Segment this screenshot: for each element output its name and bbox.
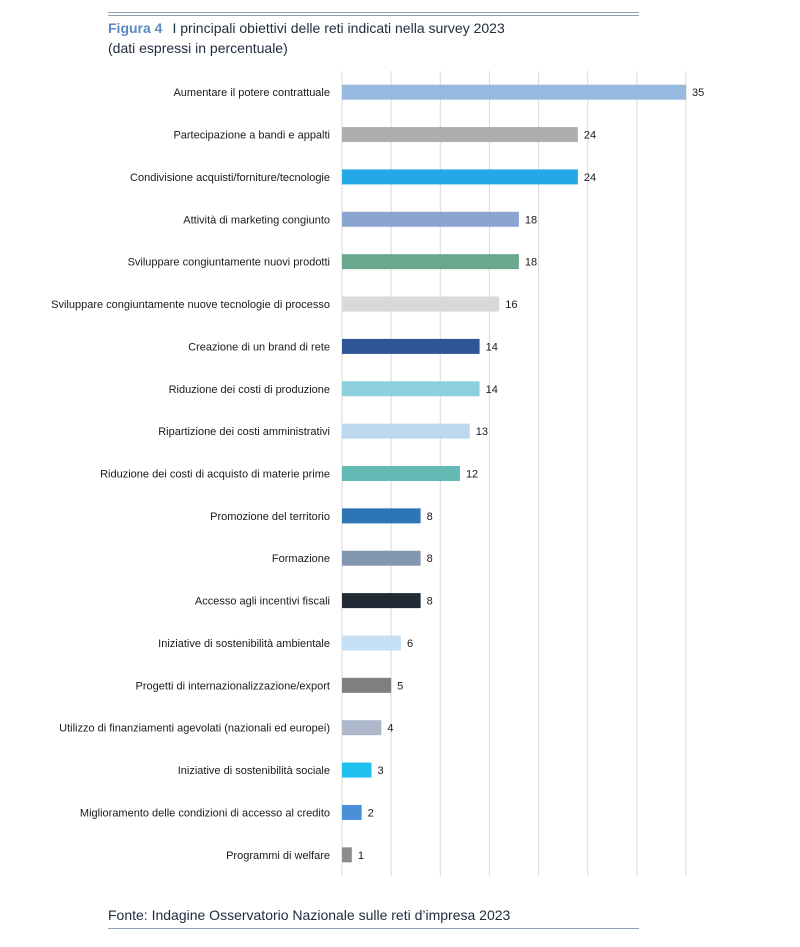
value-label: 14 (486, 341, 498, 353)
value-label: 13 (476, 426, 488, 438)
value-label: 6 (407, 638, 413, 650)
value-label: 14 (486, 384, 498, 396)
value-label: 5 (397, 680, 403, 692)
figure-header: Figura 4 I principali obiettivi delle ret… (108, 19, 505, 38)
bar (342, 296, 500, 312)
bar (342, 381, 480, 397)
value-label: 2 (368, 807, 374, 819)
category-label: Aumentare il potere contrattuale (173, 87, 330, 99)
bar (342, 211, 519, 227)
figure-title: I principali obiettivi delle reti indica… (172, 20, 505, 36)
value-label: 8 (427, 511, 433, 523)
value-label: 4 (387, 723, 393, 735)
bar (342, 169, 578, 185)
category-label: Riduzione dei costi di produzione (169, 384, 330, 396)
category-label: Utilizzo di finanziamenti agevolati (naz… (59, 723, 330, 735)
category-label: Condivisione acquisti/forniture/tecnolog… (130, 172, 330, 184)
category-label: Progetti di internazionalizzazione/expor… (136, 680, 330, 692)
category-label: Accesso agli incentivi fiscali (195, 596, 330, 608)
bar (342, 677, 392, 693)
value-label: 35 (692, 87, 704, 99)
bar (342, 550, 421, 566)
value-label: 18 (525, 257, 537, 269)
category-label: Ripartizione dei costi amministrativi (158, 426, 330, 438)
category-label: Miglioramento delle condizioni di access… (80, 807, 330, 819)
value-label: 24 (584, 130, 596, 142)
figure-source: Fonte: Indagine Osservatorio Nazionale s… (108, 907, 511, 923)
value-label: 24 (584, 172, 596, 184)
category-label: Sviluppare congiuntamente nuove tecnolog… (51, 299, 330, 311)
bar (342, 847, 352, 863)
header-rule-bottom (108, 15, 639, 16)
bar (342, 508, 421, 524)
category-label: Attività di marketing congiunto (183, 214, 330, 226)
bar (342, 593, 421, 609)
category-label: Sviluppare congiuntamente nuovi prodotti (128, 257, 330, 269)
bar (342, 762, 372, 778)
category-label: Partecipazione a bandi e appalti (173, 130, 330, 142)
bar (342, 720, 382, 736)
value-label: 8 (427, 596, 433, 608)
category-label: Iniziative di sostenibilità ambientale (158, 638, 330, 650)
value-label: 8 (427, 553, 433, 565)
bar (342, 466, 460, 481)
value-label: 3 (377, 765, 383, 777)
bar (342, 804, 362, 820)
figure-subtitle: (dati espressi in percentuale) (108, 40, 288, 56)
value-label: 16 (505, 299, 517, 311)
bar (342, 84, 686, 100)
category-label: Riduzione dei costi di acquisto di mater… (100, 469, 330, 481)
bar (342, 423, 470, 439)
bar (342, 338, 480, 354)
footer-rule (108, 928, 639, 929)
category-label: Iniziative di sostenibilità sociale (178, 765, 330, 777)
category-label: Creazione di un brand di rete (188, 341, 330, 353)
value-label: 12 (466, 469, 478, 481)
bar (342, 254, 519, 270)
figure-label: Figura 4 (108, 20, 163, 36)
category-label: Promozione del territorio (210, 511, 330, 523)
header-rule-top (108, 12, 639, 13)
category-label: Programmi di welfare (226, 850, 330, 862)
bar (342, 127, 578, 143)
bar (342, 635, 401, 651)
value-label: 18 (525, 214, 537, 226)
category-label: Formazione (272, 553, 330, 565)
value-label: 1 (358, 850, 364, 862)
